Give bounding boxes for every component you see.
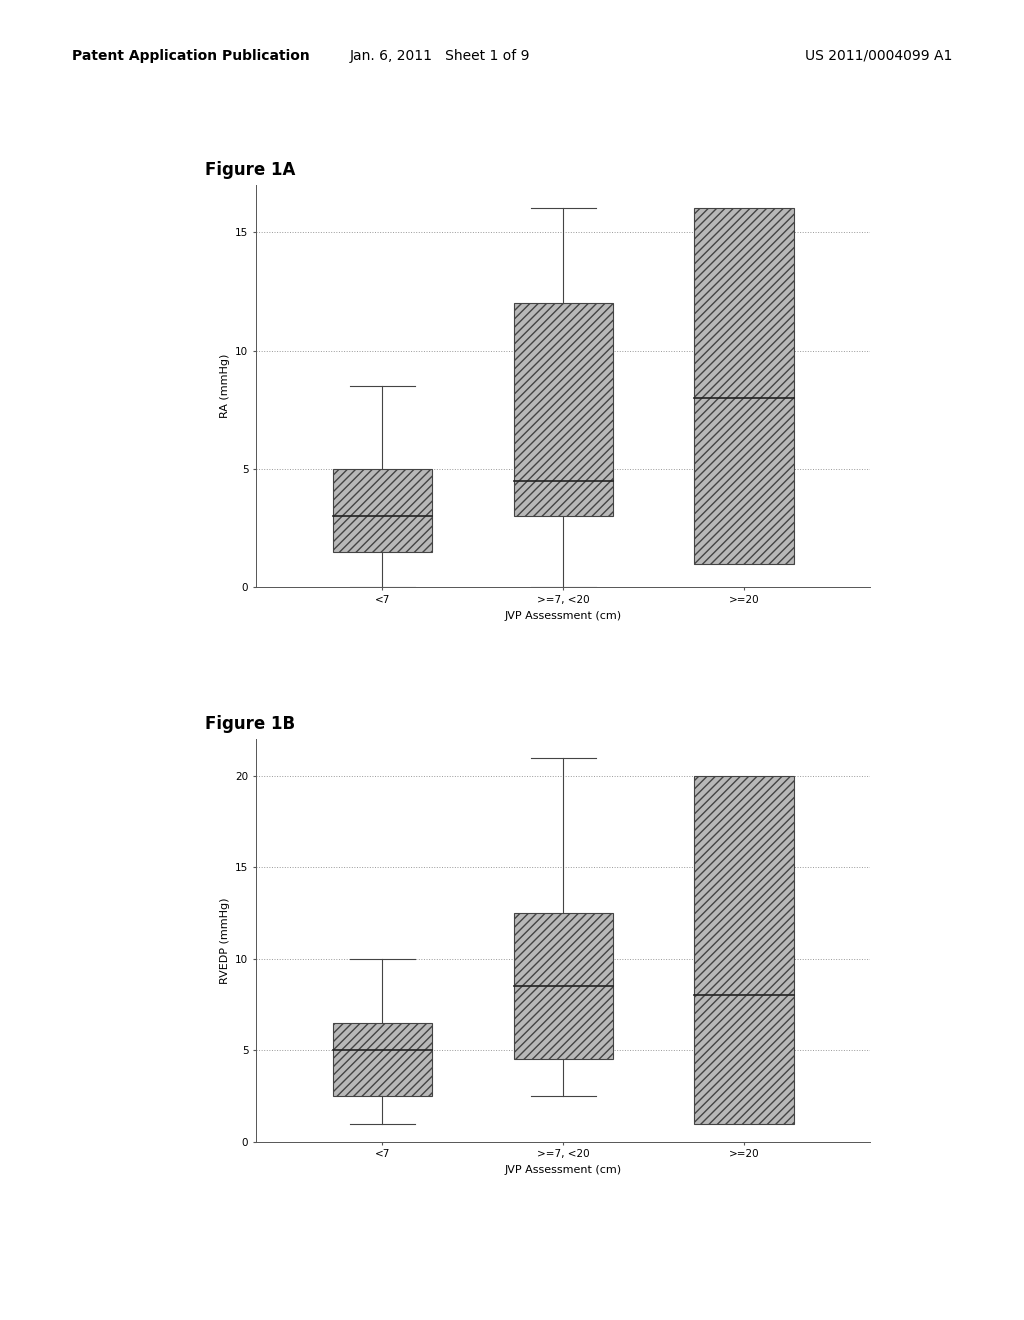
Bar <box>333 1023 432 1096</box>
Bar <box>513 913 613 1060</box>
Bar <box>694 776 794 1123</box>
X-axis label: JVP Assessment (cm): JVP Assessment (cm) <box>505 611 622 620</box>
X-axis label: JVP Assessment (cm): JVP Assessment (cm) <box>505 1166 622 1175</box>
Text: Patent Application Publication: Patent Application Publication <box>72 49 309 63</box>
Text: Figure 1A: Figure 1A <box>205 161 295 180</box>
Bar <box>694 209 794 564</box>
Bar <box>513 304 613 516</box>
Text: Jan. 6, 2011   Sheet 1 of 9: Jan. 6, 2011 Sheet 1 of 9 <box>350 49 530 63</box>
Text: US 2011/0004099 A1: US 2011/0004099 A1 <box>805 49 952 63</box>
Y-axis label: RVEDP (mmHg): RVEDP (mmHg) <box>219 898 229 983</box>
Text: Figure 1B: Figure 1B <box>205 715 295 734</box>
Bar <box>333 469 432 552</box>
Y-axis label: RA (mmHg): RA (mmHg) <box>219 354 229 418</box>
